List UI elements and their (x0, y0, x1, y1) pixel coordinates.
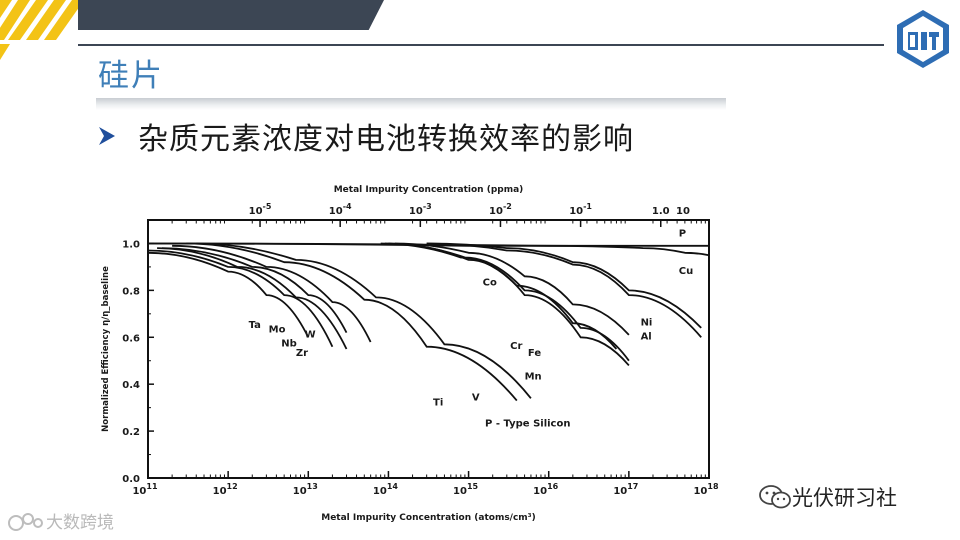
watermark-logo-icon (8, 512, 43, 531)
top-tick-label: 10-2 (489, 202, 512, 217)
watermark-right-text: 光伏研习社 (792, 486, 897, 510)
slide-title: 硅片 (98, 58, 164, 94)
series-label-cu: Cu (679, 266, 693, 277)
chart-annotation: P - Type Silicon (485, 418, 570, 429)
series-label-v: V (472, 393, 480, 404)
x-tick-label: 1013 (293, 482, 318, 497)
header-dark-bar (78, 0, 384, 30)
y-tick-label: 0.6 (122, 333, 140, 344)
series-label-nb: Nb (281, 339, 297, 350)
logo-icon (897, 10, 949, 68)
series-line-nb (157, 247, 348, 350)
header-band (0, 0, 960, 60)
series-line-ti (186, 242, 518, 402)
series-label-ni: Ni (641, 318, 653, 329)
x-tick-label: 1017 (613, 482, 638, 497)
series-label-fe: Fe (528, 348, 541, 359)
x-tick-label: 1014 (373, 482, 398, 497)
series-line-al (426, 242, 702, 338)
top-tick-label: 10 (676, 206, 690, 217)
x-tick-label: 1018 (693, 482, 718, 497)
top-tick-label: 10-3 (409, 202, 432, 217)
efficiency-chart: Metal Impurity Concentration (ppma) Metal… (101, 185, 719, 523)
series-line-fe (384, 242, 630, 362)
series-line-w (162, 247, 348, 334)
y-tick-label: 0.0 (122, 474, 140, 485)
series-label-cr: Cr (510, 341, 522, 352)
watermark-right: 光伏研习社 (758, 482, 897, 512)
bullet-arrow-icon (99, 127, 115, 145)
plot-frame (147, 219, 710, 479)
series-line-zr (172, 244, 372, 343)
series-line-co (394, 242, 630, 336)
series-label-ti: Ti (433, 397, 443, 408)
series-label-p: P (679, 228, 686, 239)
title-shadow-bar (96, 98, 726, 110)
series-line-v (196, 242, 532, 399)
series-line-mo (147, 249, 334, 348)
bullet-text: 杂质元素浓度对电池转换效率的影响 (138, 122, 634, 157)
series-line-cu (147, 242, 710, 257)
x-tick-label: 1011 (132, 482, 157, 497)
stripes-icon (0, 0, 80, 60)
series-label-mo: Mo (269, 325, 286, 336)
y-axis-label: Normalized Efficiency η/η_baseline (101, 266, 111, 432)
y-tick-label: 0.4 (122, 380, 140, 391)
watermark-left: 大数跨境 (6, 508, 114, 533)
series-label-zr: Zr (296, 348, 308, 359)
series-line-ta (147, 251, 310, 338)
x-tick-label: 1016 (533, 482, 558, 497)
x-tick-label: 1015 (453, 482, 478, 497)
y-tick-label: 0.8 (122, 286, 140, 297)
bullet-row: 杂质元素浓度对电池转换效率的影响 (98, 114, 634, 158)
x-axis-label: Metal Impurity Concentration (atoms/cm³) (321, 513, 535, 523)
y-tick-label: 0.2 (122, 427, 140, 438)
x-tick-label: 1012 (213, 482, 238, 497)
series-label-mn: Mn (525, 371, 542, 382)
series-label-ta: Ta (249, 320, 261, 331)
top-tick-label: 1.0 (652, 206, 670, 217)
series-label-w: W (305, 329, 316, 340)
top-tick-label: 10-5 (249, 202, 272, 217)
series-label-al: Al (641, 332, 652, 343)
wechat-icon (759, 485, 791, 509)
top-tick-label: 10-1 (569, 202, 592, 217)
top-tick-label: 10-4 (329, 202, 352, 217)
y-tick-label: 1.0 (122, 239, 140, 250)
series-label-co: Co (483, 278, 497, 289)
watermark-left-text: 大数跨境 (46, 513, 114, 533)
series-line-mn (388, 242, 630, 366)
title-rule (78, 44, 884, 46)
chart-title: Metal Impurity Concentration (ppma) (334, 185, 524, 195)
